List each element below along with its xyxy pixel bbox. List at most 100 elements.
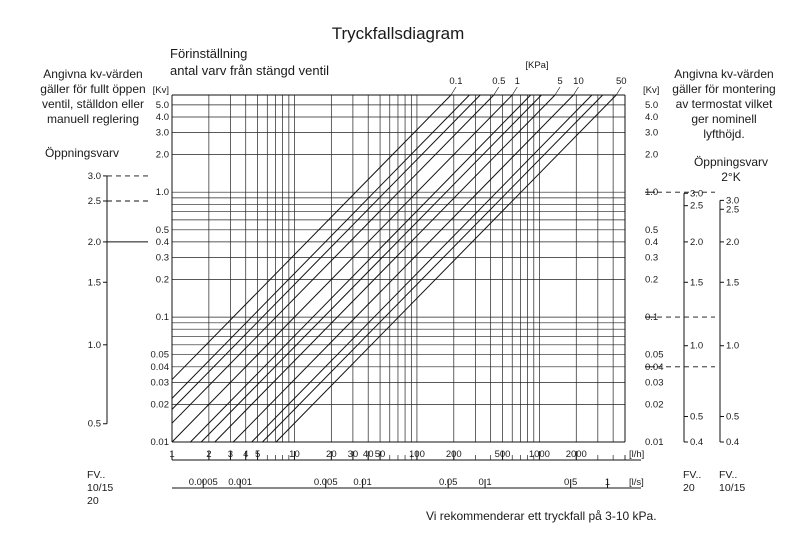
right-opening-scale-a-label: 0.5 xyxy=(690,412,703,423)
flow-tick-label: 30 xyxy=(348,449,359,460)
fv-right-b-size: 10/15 xyxy=(719,482,745,494)
flow-ls-tick-label: 0.005 xyxy=(314,477,338,488)
opening-scales: 3.02.52.01.51.00.53.02.52.01.51.00.50.43… xyxy=(88,171,739,448)
flow-unit-label-ls: [l/s] xyxy=(629,477,644,488)
kpa-tick-label: 10 xyxy=(573,76,584,87)
flow-tick-label: 3 xyxy=(228,449,233,460)
fv-left-label: FV.. xyxy=(87,469,105,481)
kv-tick-label-right: 0.01 xyxy=(645,437,664,448)
kv-tick-label-right: 4.0 xyxy=(645,112,658,123)
kpa-unit-label: [KPa] xyxy=(525,60,548,71)
kv-tick-label-right: 3.0 xyxy=(645,128,658,139)
pressure-line xyxy=(275,94,617,443)
flow-ls-tick-label: 0.05 xyxy=(439,477,458,488)
kpa-tick xyxy=(615,86,622,96)
fv-right-a-label: FV.. xyxy=(683,469,701,481)
flow-ls-tick-label: 0.5 xyxy=(564,477,577,488)
kv-tick-label-left: 0.01 xyxy=(151,437,170,448)
flow-tick-label: 10 xyxy=(289,449,300,460)
left-opening-heading: Öppningsvarv xyxy=(45,146,119,160)
flow-ls-tick-label: 0.001 xyxy=(228,477,252,488)
right-opening-scale-b-label: 3.0 xyxy=(726,195,739,206)
right-opening-scale-b-label: 2.0 xyxy=(726,237,739,248)
kv-tick-label-left: 1.0 xyxy=(156,187,169,198)
preset-heading-line-2: antal varv från stängd ventil xyxy=(170,63,329,78)
left-opening-label: 3.0 xyxy=(88,171,101,182)
right-opening-scale-a-label: 2.0 xyxy=(690,237,703,248)
pressure-line xyxy=(171,94,495,424)
flow-tick-label: 20 xyxy=(326,449,337,460)
right-opening-scale-a-label: 3.0 xyxy=(690,188,703,199)
pressure-line xyxy=(200,94,542,443)
pressure-line xyxy=(214,94,556,443)
flow-unit-label-lh: [l/h] xyxy=(629,449,644,460)
right-opening-scale-b-label: 0.5 xyxy=(726,412,739,423)
kpa-tick-label: 0.1 xyxy=(449,76,462,87)
fv-left-size-a: 10/15 xyxy=(87,482,113,494)
flow-tick-label: 200 xyxy=(446,449,462,460)
right-opening-scale-a-label: 1.0 xyxy=(690,341,703,352)
right-opening-scale-a-label: 2.5 xyxy=(690,201,703,212)
right-note-line-5: lyfthöjd. xyxy=(703,127,744,141)
left-opening-label: 1.0 xyxy=(88,340,101,351)
kv-tick-label-left: 0.03 xyxy=(151,377,170,388)
flow-tick-label: 2000 xyxy=(566,449,587,460)
pressure-line xyxy=(171,94,452,380)
flow-tick-label: 4 xyxy=(243,449,248,460)
kpa-tick xyxy=(554,86,561,96)
flow-tick-label: 100 xyxy=(409,449,425,460)
right-note-line-3: av termostat vilket xyxy=(676,97,773,111)
kpa-tick xyxy=(573,86,579,96)
fv-left-size-b: 20 xyxy=(87,495,99,507)
flow-ls-tick-label: 0.0005 xyxy=(189,477,218,488)
left-opening-label: 0.5 xyxy=(88,419,101,430)
right-opening-scale-b-label: 2.5 xyxy=(726,204,739,215)
kv-tick-label-left: 3.0 xyxy=(156,128,169,139)
kv-tick-label-left: 0.02 xyxy=(151,399,170,410)
flow-tick-label: 1 xyxy=(169,449,174,460)
kpa-tick xyxy=(511,86,518,96)
kv-tick-label-left: 0.4 xyxy=(156,237,169,248)
kpa-tick-label: 50 xyxy=(616,76,627,87)
left-opening-label: 2.5 xyxy=(88,196,101,207)
flow-tick-label: 50 xyxy=(375,449,386,460)
kpa-tick xyxy=(450,86,457,96)
pressure-drop-lines xyxy=(171,94,617,443)
pressure-line xyxy=(262,94,604,443)
left-note-line-3: ventil, ställdon eller xyxy=(42,97,144,111)
pressure-line xyxy=(251,94,593,443)
recommendation-note: Vi rekommenderar ett tryckfall på 3-10 k… xyxy=(426,509,657,523)
right-opening-scale-a-label: 0.4 xyxy=(690,437,703,448)
kv-tick-label-left: 0.04 xyxy=(151,362,170,373)
kpa-tick-label: 1 xyxy=(515,76,520,87)
kv-tick-label-left: 0.1 xyxy=(156,312,169,323)
right-opening-scale-b-label: 0.4 xyxy=(726,437,739,448)
left-opening-label: 1.5 xyxy=(88,277,101,288)
kv-tick-label-right: 0.4 xyxy=(645,237,658,248)
right-opening-heading-2k: 2°K xyxy=(721,170,740,184)
kv-tick-label-left: 4.0 xyxy=(156,112,169,123)
axes: [KPa] 0.1 0.5 1 5 10 50 [Kv] [Kv] 0.01 0.01 0.02 0.0… xyxy=(151,60,664,489)
right-opening-heading: Öppningsvarv xyxy=(694,155,768,169)
right-opening-scale-b-label: 1.0 xyxy=(726,341,739,352)
kv-tick-label-left: 0.3 xyxy=(156,253,169,264)
right-note-line-2: gäller för montering xyxy=(672,82,775,96)
right-opening-scale-a-label: 1.5 xyxy=(690,277,703,288)
preset-heading-line-1: Förinställning xyxy=(170,46,247,61)
kv-unit-label-right: [Kv] xyxy=(643,85,659,96)
left-note-line-4: manuell reglering xyxy=(47,112,139,126)
right-note-line-4: ger nominell xyxy=(691,112,756,126)
kv-tick-label-right: 0.3 xyxy=(645,253,658,264)
kv-tick-label-left: 0.5 xyxy=(156,225,169,236)
flow-tick-label: 2 xyxy=(206,449,211,460)
kv-tick-label-right: 0.02 xyxy=(645,399,664,410)
kv-tick-label-left: 0.05 xyxy=(151,350,170,361)
grid xyxy=(171,94,626,443)
flow-tick-label: 1000 xyxy=(529,449,550,460)
kv-tick-label-right: 0.05 xyxy=(645,350,664,361)
pressure-line xyxy=(232,94,574,443)
kpa-tick-label: 0.5 xyxy=(492,76,505,87)
kv-tick-label-right: 0.5 xyxy=(645,225,658,236)
kv-tick-label-left: 5.0 xyxy=(156,100,169,111)
pressure-line xyxy=(171,94,513,443)
